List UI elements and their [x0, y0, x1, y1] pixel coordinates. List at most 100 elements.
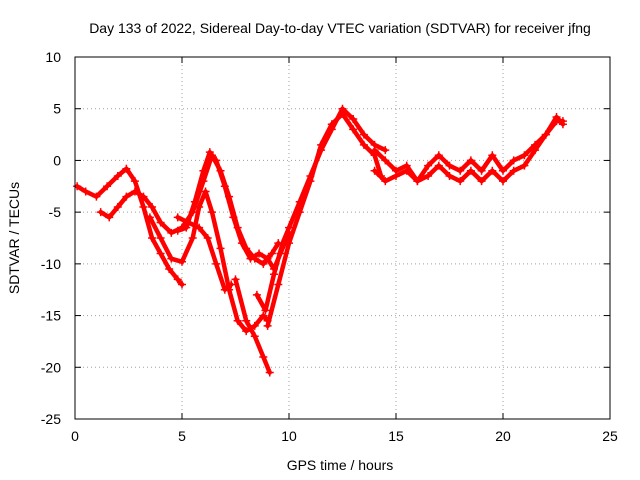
x-tick-label: 10: [281, 428, 297, 444]
data-point: [145, 213, 154, 222]
data-point: [274, 280, 283, 289]
data-point: [552, 112, 561, 121]
data-point: [233, 316, 242, 325]
data-point: [267, 249, 276, 258]
data-point: [259, 311, 268, 320]
data-point: [477, 177, 486, 186]
data-point: [327, 120, 336, 129]
data-point: [434, 161, 443, 170]
series-track-10: [370, 112, 567, 186]
y-tick-label: -10: [41, 256, 61, 272]
data-point: [188, 234, 197, 242]
data-point: [261, 306, 270, 315]
data-point: [509, 156, 518, 165]
data-point: [103, 182, 112, 191]
data-point: [270, 270, 279, 279]
data-point: [520, 151, 529, 160]
data-point: [139, 202, 148, 211]
data-point: [246, 254, 255, 263]
y-tick-label: 0: [53, 152, 61, 168]
data-point: [130, 187, 139, 196]
series-line: [265, 111, 384, 329]
data-point: [381, 177, 390, 186]
data-point: [558, 120, 567, 129]
x-tick-label: 20: [495, 428, 511, 444]
data-point: [199, 166, 208, 175]
data-point: [148, 234, 157, 242]
data-point: [531, 146, 540, 155]
chart-title: Day 133 of 2022, Sidereal Day-to-day VTE…: [89, 20, 591, 36]
y-tick-label: -15: [41, 308, 61, 324]
y-tick-label: 5: [53, 101, 61, 117]
data-point: [220, 285, 229, 294]
data-point: [370, 166, 379, 175]
x-axis-label: GPS time / hours: [287, 457, 394, 473]
data-point: [113, 171, 122, 180]
data-point: [263, 254, 272, 263]
data-point: [509, 166, 518, 175]
series-track-5: [173, 213, 236, 294]
data-point: [130, 177, 139, 186]
axes: 0 5 10 15 20 25 -25 -20 -15 -10 -5 0 5 10: [41, 49, 618, 444]
data-point: [263, 321, 272, 330]
series-track-1: [73, 164, 186, 289]
data-point: [520, 161, 529, 170]
y-axis-label: SDTVAR / TECUs: [6, 182, 22, 294]
data-point: [424, 171, 433, 180]
data-point: [285, 223, 293, 232]
data-point: [349, 125, 358, 134]
x-tick-label: 15: [388, 428, 404, 444]
data-point: [92, 192, 101, 201]
data-point: [392, 171, 400, 180]
data-point: [381, 146, 390, 155]
data-point: [250, 332, 259, 341]
data-point: [96, 208, 105, 217]
data-point: [466, 166, 475, 175]
data-point: [212, 259, 221, 268]
plot-frame: [74, 56, 611, 420]
data-point: [81, 187, 90, 196]
data-point: [190, 197, 199, 206]
data-point: [488, 151, 497, 160]
data-point: [259, 352, 268, 361]
y-tick-label: -20: [41, 359, 61, 375]
data-point: [139, 192, 148, 201]
plot-data: [73, 104, 567, 377]
data-point: [413, 177, 422, 186]
data-point: [178, 280, 186, 289]
data-point: [220, 182, 229, 191]
data-point: [165, 265, 174, 274]
data-point: [242, 316, 251, 325]
data-point: [359, 130, 368, 139]
data-point: [434, 151, 443, 160]
data-point: [156, 234, 165, 242]
data-point: [338, 109, 347, 118]
y-tick-label: -25: [41, 411, 61, 427]
data-point: [105, 213, 114, 222]
data-point: [207, 208, 216, 217]
data-point: [445, 161, 454, 170]
data-point: [201, 187, 210, 196]
data-point: [259, 259, 268, 268]
x-tick-label: 5: [178, 428, 186, 444]
data-point: [73, 182, 82, 191]
data-point: [285, 239, 293, 248]
data-point: [445, 171, 454, 180]
data-point: [265, 368, 274, 377]
data-point: [212, 156, 221, 165]
data-point: [229, 213, 238, 222]
data-point: [195, 202, 204, 211]
data-point: [173, 213, 182, 222]
data-point: [381, 156, 390, 165]
y-tick-label: -5: [49, 204, 62, 220]
data-point: [156, 218, 165, 227]
data-point: [466, 156, 475, 165]
data-point: [317, 140, 326, 149]
data-point: [456, 177, 465, 186]
data-point: [402, 166, 411, 175]
data-point: [178, 257, 186, 266]
data-point: [424, 161, 433, 170]
data-point: [306, 177, 315, 186]
